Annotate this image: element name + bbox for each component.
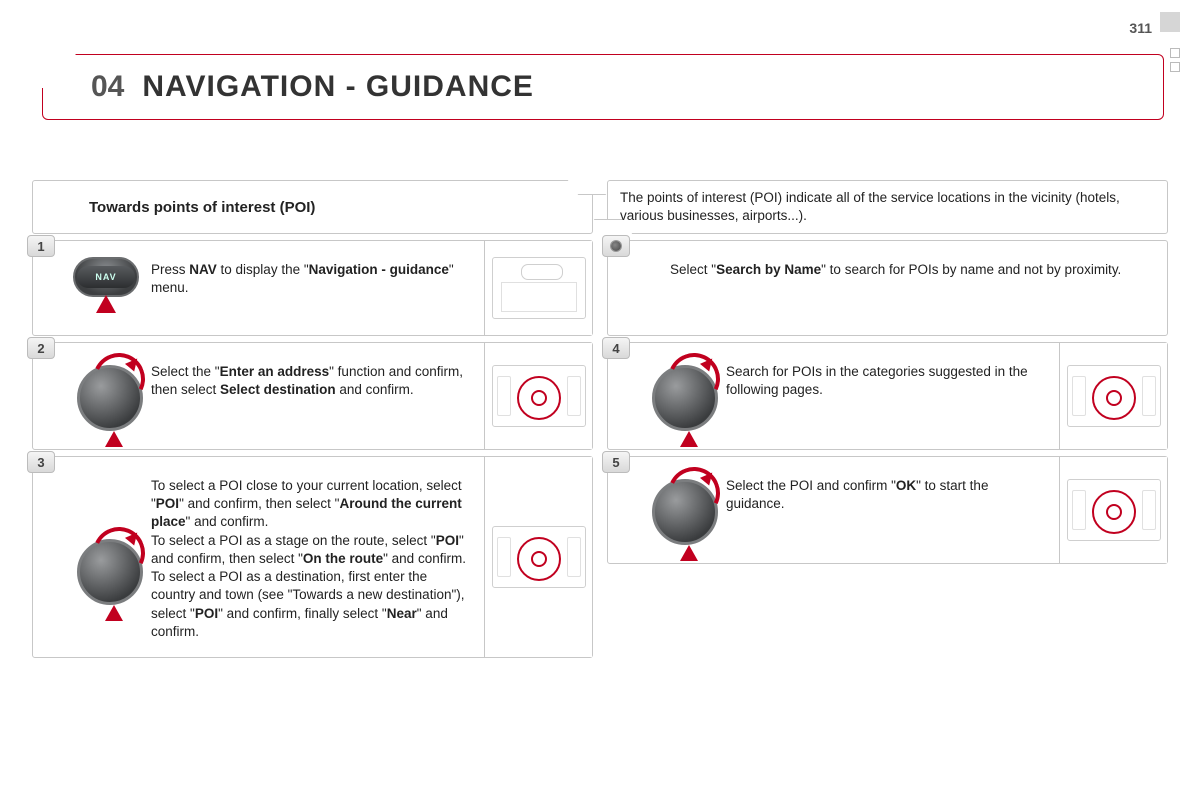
- step-3-text: To select a POI close to your current lo…: [151, 473, 472, 641]
- step-5: 5 Select the POI and confirm "OK" to sta…: [607, 456, 1168, 564]
- content-columns: Towards points of interest (POI) 1 NAV P…: [32, 180, 1168, 780]
- step-4-text: Search for POIs in the categories sugges…: [726, 359, 1047, 399]
- page-number: 311: [1129, 20, 1152, 36]
- section-title-banner: 04 NAVIGATION - GUIDANCE: [42, 54, 1164, 120]
- section-number: 04: [91, 70, 124, 104]
- step-4-aux: [1059, 343, 1167, 449]
- step-2: 2 Select the "Enter an address" function…: [32, 342, 593, 450]
- dial-icon: [618, 473, 714, 547]
- page-corner-block: [1160, 12, 1180, 32]
- left-subheader: Towards points of interest (POI): [32, 180, 593, 234]
- step-2-aux: [484, 343, 592, 449]
- nav-button-icon: NAV: [43, 257, 139, 297]
- right-header-note: The points of interest (POI) indicate al…: [607, 180, 1168, 234]
- section-title: NAVIGATION - GUIDANCE: [142, 70, 534, 104]
- left-column: Towards points of interest (POI) 1 NAV P…: [32, 180, 593, 780]
- step-5-text: Select the POI and confirm "OK" to start…: [726, 473, 1047, 513]
- step-1-text: Press NAV to display the "Navigation - g…: [151, 257, 472, 297]
- right-column: The points of interest (POI) indicate al…: [607, 180, 1168, 780]
- step-badge: 2: [27, 337, 55, 359]
- tip-badge: [602, 235, 630, 257]
- dial-icon: [43, 359, 139, 433]
- step-3: 3 To select a POI close to your current …: [32, 456, 593, 658]
- step-badge: 3: [27, 451, 55, 473]
- right-header-text: The points of interest (POI) indicate al…: [620, 189, 1143, 224]
- step-4: 4 Search for POIs in the categories sugg…: [607, 342, 1168, 450]
- left-subheader-text: Towards points of interest (POI): [89, 199, 315, 216]
- step-2-text: Select the "Enter an address" function a…: [151, 359, 472, 399]
- dial-icon: [618, 359, 714, 433]
- step-3-aux: [484, 457, 592, 657]
- step-badge: 4: [602, 337, 630, 359]
- step-badge: 5: [602, 451, 630, 473]
- step-5-aux: [1059, 457, 1167, 563]
- step-1: 1 NAV Press NAV to display the "Navigati…: [32, 240, 593, 336]
- dial-icon: [43, 473, 139, 607]
- step-badge: 1: [27, 235, 55, 257]
- tip-box: Select "Search by Name" to search for PO…: [607, 240, 1168, 336]
- step-1-aux: [484, 241, 592, 335]
- margin-markers: [1170, 48, 1180, 72]
- tip-text: Select "Search by Name" to search for PO…: [670, 257, 1157, 279]
